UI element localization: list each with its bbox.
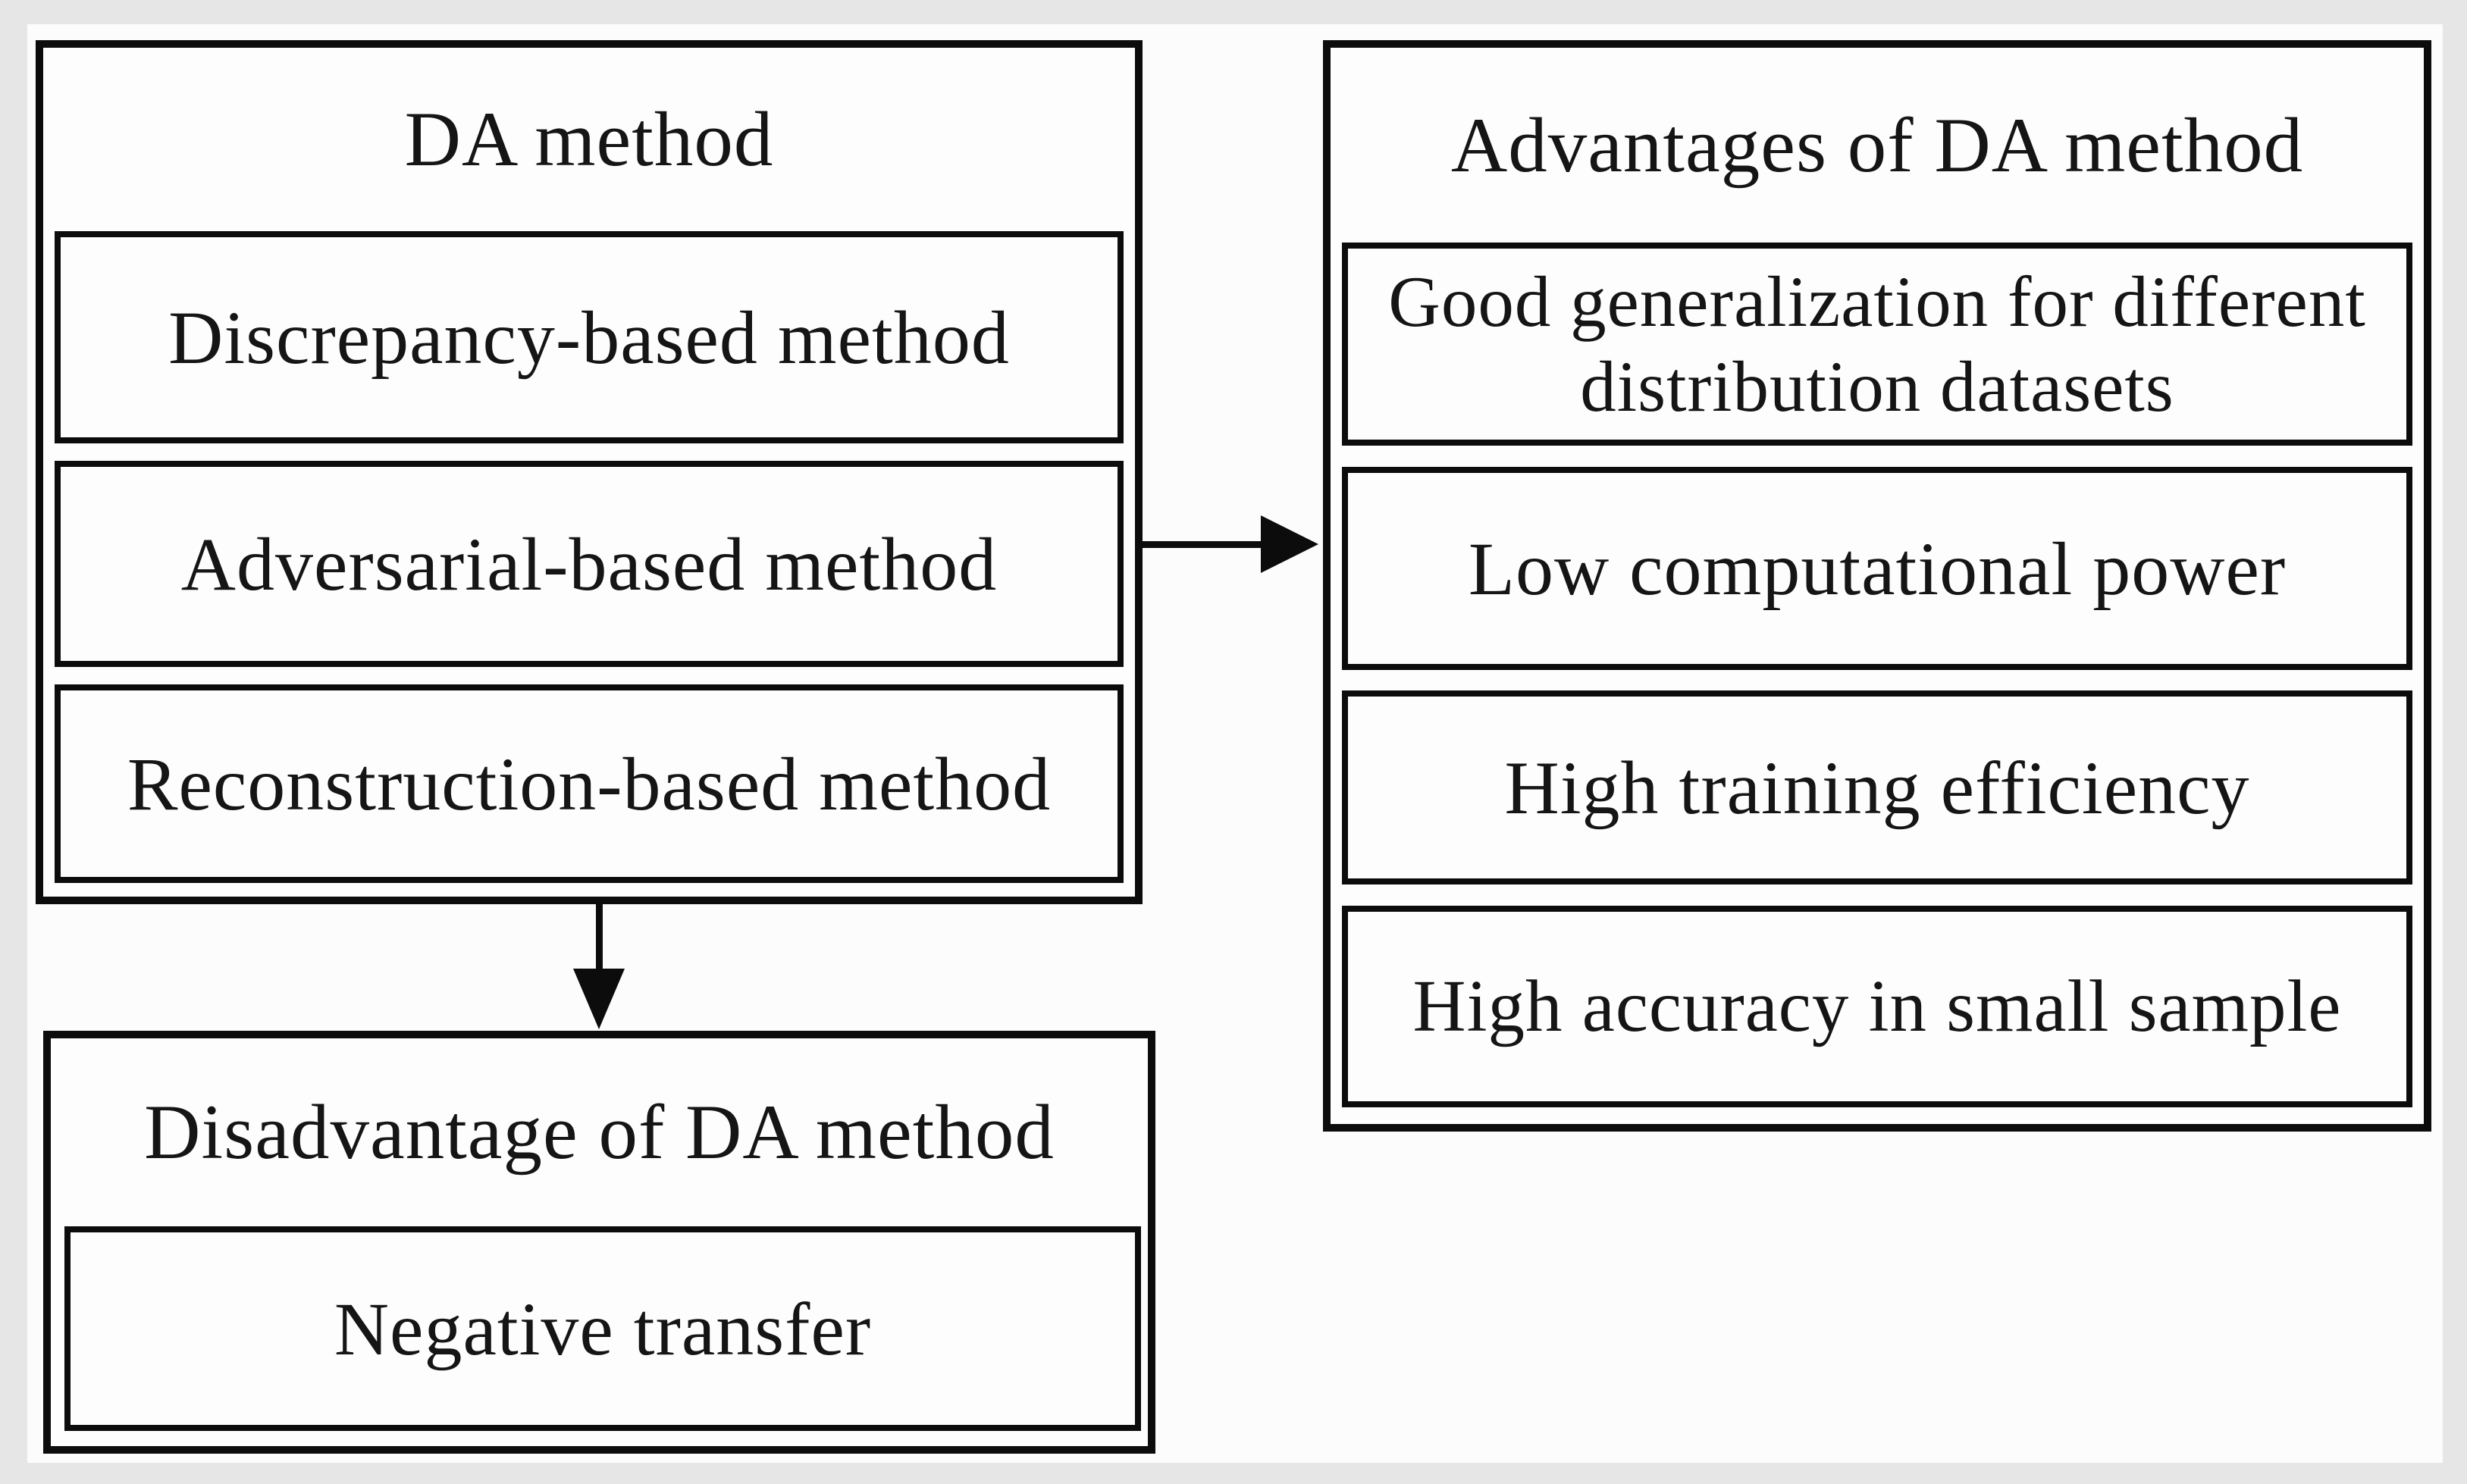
da-method-item-reconstruction: Reconstruction-based method: [55, 684, 1124, 883]
disadvantage-item-negative-transfer: Negative transfer: [64, 1226, 1141, 1431]
da-method-box: DA method Discrepancy-based method Adver…: [36, 40, 1143, 904]
arrow-da-to-advantages: [1143, 515, 1318, 573]
advantage-item-training-efficiency: High training efficiency: [1342, 690, 2412, 884]
advantage-item-generalization: Good generalization for different distri…: [1342, 243, 2412, 446]
advantage-item-low-computational-power: Low computational power: [1342, 467, 2412, 670]
arrow-line: [596, 903, 603, 972]
arrow-line: [1143, 541, 1264, 548]
arrow-right-head-icon: [1261, 515, 1318, 573]
disadvantage-title: Disadvantage of DA method: [144, 1089, 1055, 1176]
advantage-item-small-sample-accuracy: High accuracy in small sample: [1342, 906, 2412, 1107]
advantages-box: Advantages of DA method Good generalizat…: [1323, 40, 2431, 1132]
da-method-item-adversarial: Adversarial-based method: [55, 461, 1124, 667]
arrow-down-head-icon: [573, 969, 625, 1029]
advantages-title: Advantages of DA method: [1450, 102, 2304, 189]
da-method-item-discrepancy: Discrepancy-based method: [55, 231, 1124, 443]
da-method-title: DA method: [404, 96, 774, 183]
disadvantage-box: Disadvantage of DA method Negative trans…: [43, 1031, 1155, 1454]
arrow-da-to-disadvantage: [570, 903, 628, 1031]
